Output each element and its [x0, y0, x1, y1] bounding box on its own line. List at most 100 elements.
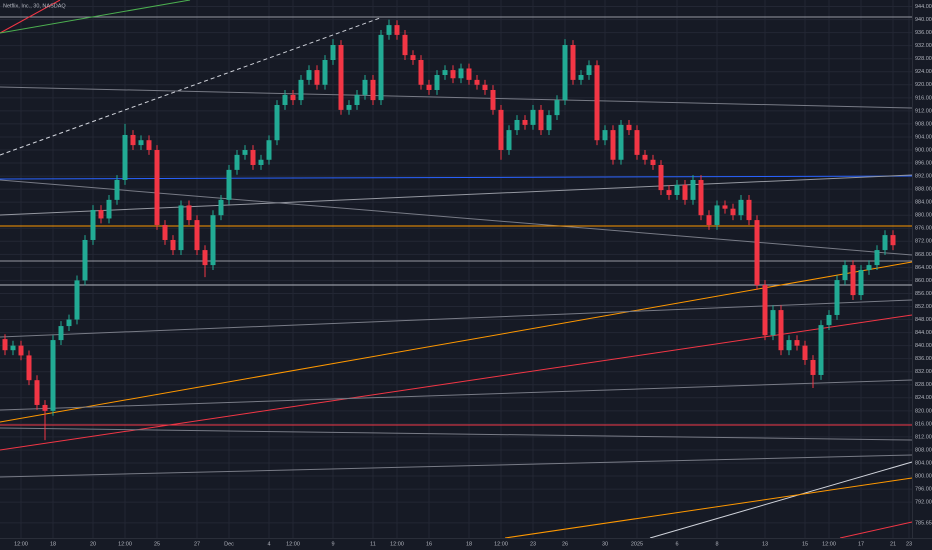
y-tick-label: 864.00 — [915, 265, 932, 271]
candle-body — [602, 130, 608, 141]
trend-line — [0, 0, 191, 34]
candle-body — [106, 199, 112, 219]
candle-body — [330, 44, 336, 60]
candle-body — [738, 199, 744, 216]
y-tick-label: 816.00 — [915, 421, 932, 427]
x-tick-label: 12:00 — [14, 541, 28, 547]
candles — [2, 19, 896, 441]
candle-body — [2, 339, 8, 351]
candle-body — [130, 134, 136, 146]
x-tick-label: 25 — [154, 541, 160, 547]
candle-body — [162, 224, 168, 240]
candle-body — [866, 265, 872, 270]
candle-body — [754, 220, 760, 285]
candle-body — [34, 380, 40, 405]
candle-body — [570, 44, 576, 80]
trend-line — [0, 454, 913, 478]
candle-body — [466, 68, 472, 80]
x-tick-label: Dec — [224, 541, 234, 547]
candle-body — [410, 55, 416, 60]
y-tick-label: 804.00 — [915, 460, 932, 466]
x-tick-label: 17 — [858, 541, 864, 547]
x-tick-label: 12:00 — [390, 541, 404, 547]
candle-body — [290, 94, 296, 101]
candle-body — [138, 140, 144, 146]
candle-body — [746, 199, 752, 221]
candle-body — [298, 79, 304, 101]
x-tick-label: 20 — [90, 541, 96, 547]
candle-body — [402, 34, 408, 56]
y-tick-label: 936.00 — [915, 30, 932, 36]
candle-body — [322, 59, 328, 85]
y-tick-label: 832.00 — [915, 369, 932, 375]
x-tick-label: 12:00 — [494, 541, 508, 547]
y-tick-label: 924.00 — [915, 69, 932, 75]
y-tick-label: 785.65 — [915, 520, 932, 526]
x-tick-label: 27 — [194, 541, 200, 547]
candle-body — [834, 280, 840, 315]
y-tick-label: 904.00 — [915, 134, 932, 140]
candle-body — [450, 70, 456, 79]
candle-body — [242, 149, 248, 155]
x-tick-label: 23 — [530, 541, 536, 547]
y-tick-label: 792.00 — [915, 500, 932, 506]
x-tick-label: 18 — [466, 541, 472, 547]
candle-body — [650, 159, 656, 165]
x-tick-label: 15 — [802, 541, 808, 547]
candle-body — [498, 109, 504, 150]
y-tick-label: 840.00 — [915, 343, 932, 349]
candle-body — [66, 319, 72, 327]
candle-body — [506, 130, 512, 150]
candle-body — [618, 124, 624, 160]
candle-body — [546, 115, 552, 131]
candle-body — [442, 70, 448, 75]
x-tick-label: 12:00 — [118, 541, 132, 547]
candle-body — [218, 199, 224, 216]
candle-body — [418, 59, 424, 85]
candle-body — [74, 280, 80, 320]
x-tick-label: 11 — [370, 541, 376, 547]
candle-body — [426, 84, 432, 90]
candle-body — [234, 154, 240, 170]
candle-body — [210, 215, 216, 266]
candle-body — [474, 79, 480, 85]
y-tick-label: 892.00 — [915, 174, 932, 180]
candle-body — [578, 74, 584, 80]
trend-line — [0, 427, 913, 441]
candle-body — [338, 44, 344, 110]
y-tick-label: 812.00 — [915, 434, 932, 440]
y-tick-label: 856.00 — [915, 291, 932, 297]
candle-body — [378, 34, 384, 101]
candle-body — [642, 154, 648, 160]
candle-body — [346, 104, 352, 110]
candle-body — [266, 140, 272, 160]
y-tick-label: 912.00 — [915, 108, 932, 114]
trend-line — [0, 86, 913, 109]
candle-body — [306, 70, 312, 80]
candle-body — [114, 179, 120, 200]
x-tick-label: 13 — [762, 541, 768, 547]
candle-body — [18, 345, 24, 356]
candle-body — [42, 404, 48, 411]
candle-body — [786, 340, 792, 351]
trend-line — [0, 299, 913, 338]
x-tick-label: 26 — [562, 541, 568, 547]
y-tick-label: 828.00 — [915, 382, 932, 388]
candle-body — [522, 119, 528, 125]
x-tick-label: 2025 — [631, 541, 643, 547]
candle-body — [706, 215, 712, 225]
y-tick-label: 896.00 — [915, 160, 932, 166]
trend-line — [0, 261, 913, 423]
candle-body — [434, 74, 440, 90]
candle-body — [194, 220, 200, 251]
candle-body — [858, 269, 864, 296]
candle-body — [626, 124, 632, 131]
y-tick-label: 928.00 — [915, 56, 932, 62]
y-tick-label: 796.00 — [915, 487, 932, 493]
candle-body — [226, 169, 232, 200]
candle-body — [634, 130, 640, 155]
y-tick-label: 808.00 — [915, 447, 932, 453]
candle-body — [370, 79, 376, 101]
candle-body — [538, 109, 544, 131]
